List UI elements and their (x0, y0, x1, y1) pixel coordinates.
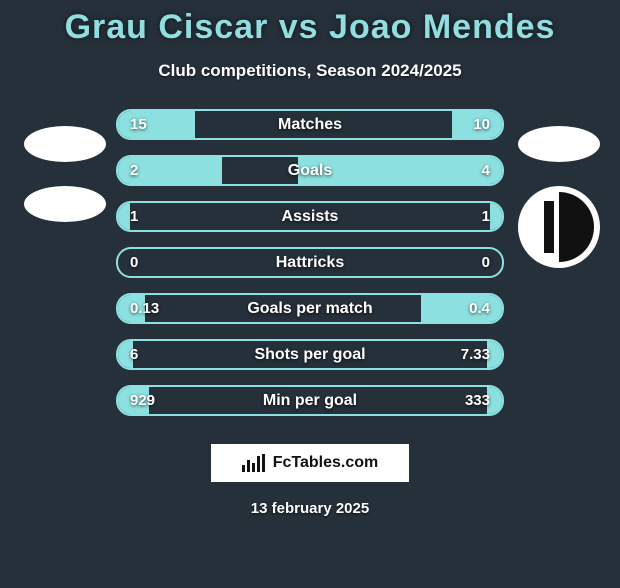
right-value: 7.33 (461, 341, 490, 368)
left-team-logo-2 (24, 186, 106, 222)
stat-row: 929Min per goal333 (116, 385, 504, 416)
left-fill (118, 295, 145, 322)
left-team-logo-1 (24, 126, 106, 162)
stat-row: 2Goals4 (116, 155, 504, 186)
right-team-logo-1 (518, 126, 600, 162)
left-fill (118, 203, 130, 230)
left-fill (118, 387, 149, 414)
stat-label: Min per goal (118, 387, 502, 414)
stat-row: 15Matches10 (116, 109, 504, 140)
page-title: Grau Ciscar vs Joao Mendes (0, 8, 620, 47)
right-fill (487, 387, 502, 414)
left-fill (118, 341, 133, 368)
page-subtitle: Club competitions, Season 2024/2025 (0, 61, 620, 81)
right-value: 0 (482, 249, 490, 276)
left-team-logos (24, 126, 106, 236)
page-date: 13 february 2025 (0, 500, 620, 517)
right-team-badge (518, 186, 600, 268)
stat-label: Shots per goal (118, 341, 502, 368)
stat-row: 6Shots per goal7.33 (116, 339, 504, 370)
stat-row: 1Assists1 (116, 201, 504, 232)
footer-text: FcTables.com (273, 454, 379, 472)
right-fill (452, 111, 502, 138)
stat-row: 0Hattricks0 (116, 247, 504, 278)
left-fill (118, 157, 222, 184)
right-fill (298, 157, 502, 184)
stat-label: Hattricks (118, 249, 502, 276)
right-fill (490, 203, 502, 230)
left-value: 1 (130, 203, 138, 230)
left-value: 0 (130, 249, 138, 276)
stat-label: Assists (118, 203, 502, 230)
left-fill (118, 111, 195, 138)
right-team-logos (518, 126, 600, 268)
right-fill (421, 295, 502, 322)
footer-chart-icon (242, 454, 265, 472)
stats-rows: 15Matches10 2Goals4 1Assists1 0Hattricks0 0.… (116, 109, 504, 416)
footer-logo: FcTables.com (211, 444, 409, 482)
stat-row: 0.13Goals per match0.4 (116, 293, 504, 324)
right-fill (487, 341, 502, 368)
right-value: 1 (482, 203, 490, 230)
